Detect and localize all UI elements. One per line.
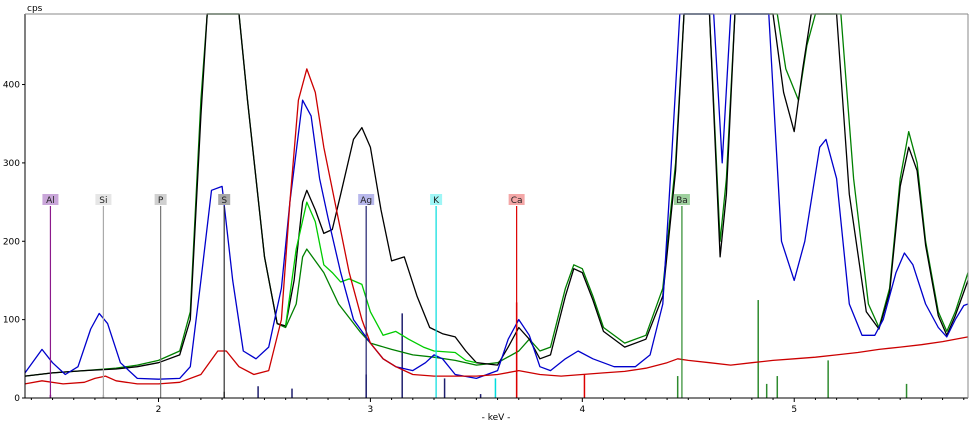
- marker-badge: [430, 194, 443, 205]
- marker-badge: [673, 194, 690, 205]
- x-tick-label: 2: [156, 405, 162, 415]
- y-tick-label: 100: [3, 316, 20, 326]
- marker-badge: [218, 194, 231, 205]
- marker-label: Ag: [360, 196, 372, 206]
- marker-label: P: [158, 196, 164, 206]
- marker-badge: [95, 194, 112, 205]
- x-tick-label: 5: [791, 405, 797, 415]
- marker-label: Si: [99, 196, 107, 206]
- y-axis-title: cps: [27, 4, 43, 14]
- marker-label: Ba: [676, 196, 688, 206]
- marker-badge: [358, 194, 375, 205]
- x-tick-label: 4: [579, 405, 585, 415]
- x-axis-title: - keV -: [482, 413, 511, 423]
- marker-label: Al: [46, 196, 55, 206]
- series-line-4: [24, 68, 969, 385]
- plot-background: [25, 14, 968, 398]
- x-tick-label: 3: [368, 405, 374, 415]
- marker-label: S: [221, 196, 227, 206]
- y-tick-label: 300: [3, 159, 20, 169]
- series-layer: [24, 13, 969, 385]
- series-line-1: [24, 13, 969, 377]
- marker-label: K: [433, 196, 440, 206]
- element-markers-layer: Al Si P S Ag K Ca Ba: [42, 194, 690, 398]
- marker-badge: [42, 194, 59, 205]
- axes-layer: 0 100 200 300 400 2 3 4 5: [3, 13, 969, 415]
- y-tick-label: 400: [3, 81, 20, 91]
- marker-badge: [154, 194, 167, 205]
- y-tick-label: 200: [3, 237, 20, 247]
- marker-label: Ca: [511, 196, 523, 206]
- marker-badge: [508, 194, 525, 205]
- series-line-3: [24, 13, 969, 380]
- y-tick-label: 0: [14, 394, 20, 404]
